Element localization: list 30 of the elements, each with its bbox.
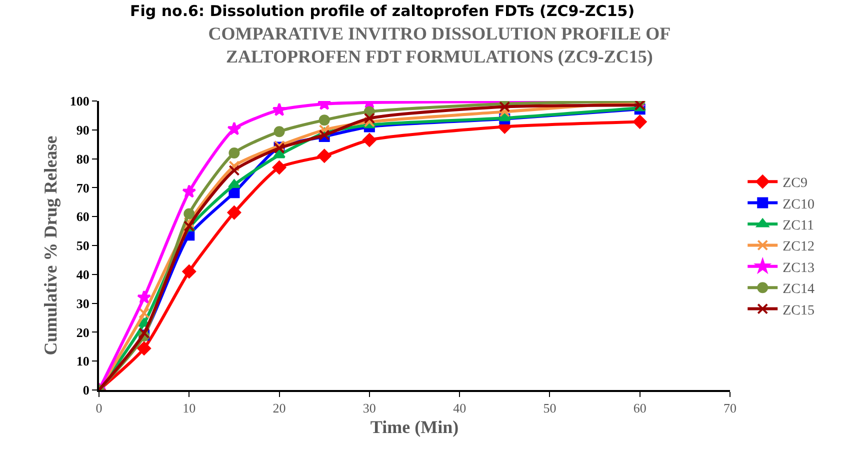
y-axis-title: Cumulative % Drug Release	[40, 136, 61, 356]
y-tick-label: 30	[76, 296, 90, 311]
x-tick-label: 0	[96, 400, 102, 416]
y-tick-label: 60	[76, 209, 90, 224]
chart-title: COMPARATIVE INVITRO DISSOLUTION PROFILE OF ZALTOPROFEN FDT FORMULATIONS (ZC9-ZC15)	[208, 23, 671, 67]
x-tick-label: 30	[362, 400, 376, 416]
legend-label: ZC10	[782, 197, 815, 212]
legend-label: ZC15	[782, 303, 815, 318]
x-tick-label: 40	[453, 400, 466, 416]
y-tick-label: 20	[76, 324, 90, 340]
legend-label: ZC9	[782, 176, 808, 192]
y-tick-label: 70	[76, 180, 90, 196]
legend-label: ZC11	[782, 218, 814, 234]
text: Fig no.6: Dissolution profile of zaltoprofen FDTs (ZC9-ZC15)	[130, 2, 635, 20]
y-tick-label: 100	[70, 94, 90, 109]
x-tick-label: 20	[272, 400, 286, 416]
y-tick-label: 80	[76, 151, 90, 166]
x-tick-label: 50	[543, 400, 556, 416]
y-tick-label: 40	[76, 266, 90, 282]
x-tick-label: 60	[633, 400, 646, 416]
y-tick-label: 10	[76, 354, 90, 369]
x-axis-title: Time (Min)	[370, 417, 459, 438]
y-tick-label: 0	[82, 382, 90, 398]
x-tick-label: 70	[724, 400, 736, 416]
legend-label: ZC12	[782, 240, 815, 255]
y-tick-label: 90	[76, 122, 90, 138]
x-tick-label: 10	[182, 400, 196, 416]
y-tick-label: 50	[76, 238, 90, 254]
legend-label: ZC14	[782, 282, 815, 298]
legend-label: ZC13	[782, 260, 815, 276]
